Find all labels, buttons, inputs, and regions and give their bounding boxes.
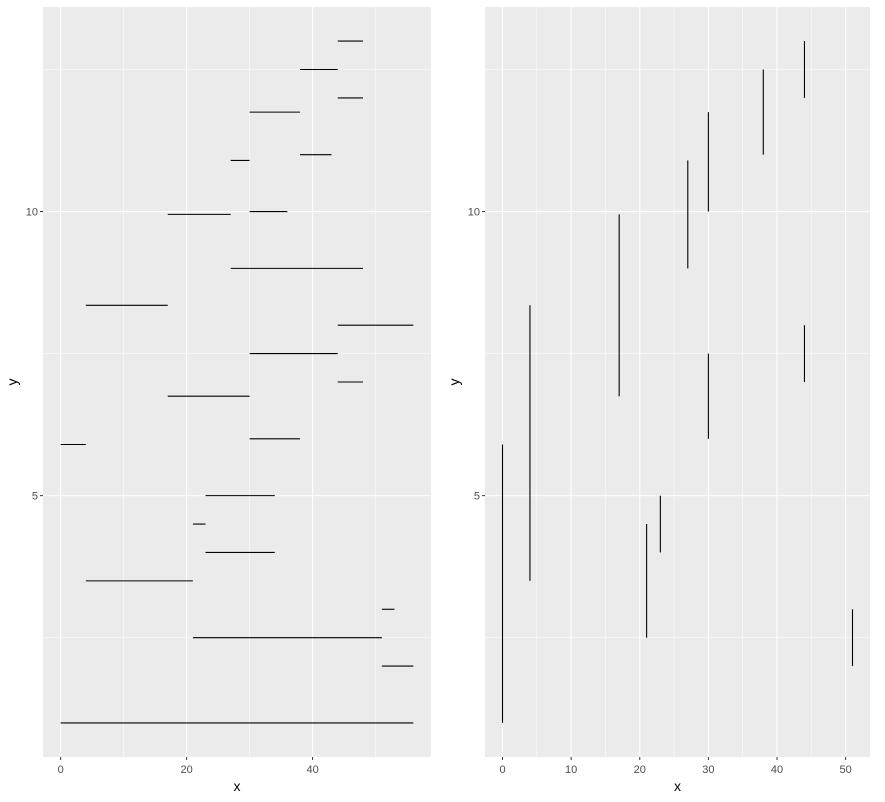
y-axis-title: y [446,379,462,386]
x-tick-label: 40 [771,764,783,776]
panel-background [485,7,870,757]
x-tick-label: 20 [634,764,646,776]
x-tick-label: 30 [702,764,714,776]
x-tick-label: 10 [565,764,577,776]
x-tick-label: 40 [306,764,318,776]
y-axis-title: y [4,379,20,386]
segments [60,40,414,724]
y-tick-label: 5 [32,491,38,503]
x-tick-label: 50 [840,764,852,776]
y-tick-label: 10 [26,207,38,219]
y-tick-label: 10 [468,207,480,219]
x-tick-label: 0 [499,764,505,776]
x-tick-label: 0 [58,764,64,776]
segments [501,41,854,723]
y-tick-label: 5 [474,491,480,503]
x-axis-title: x [234,778,241,794]
panel-background [43,7,431,757]
x-axis-title: x [674,778,681,794]
x-tick-label: 20 [180,764,192,776]
